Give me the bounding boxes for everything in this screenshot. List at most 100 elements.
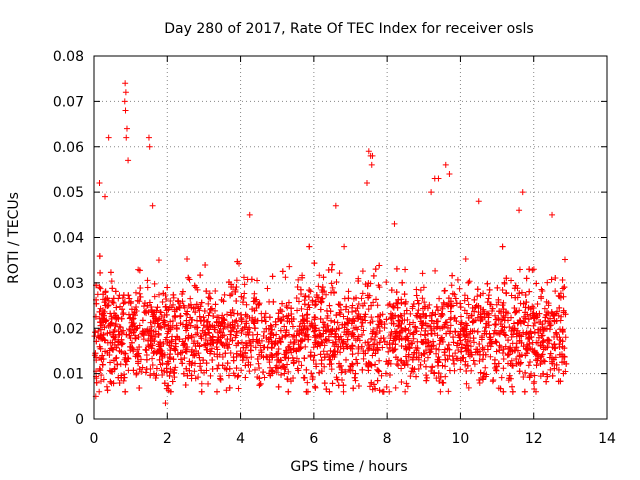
data-point	[438, 334, 445, 341]
data-point	[283, 327, 290, 334]
data-point	[393, 361, 400, 368]
data-point	[203, 288, 210, 295]
data-point	[493, 363, 500, 370]
data-point	[474, 328, 481, 335]
data-point	[125, 292, 132, 299]
data-point	[422, 363, 429, 370]
data-point	[312, 384, 319, 391]
data-point	[169, 378, 176, 385]
data-point	[171, 345, 178, 352]
data-point	[136, 366, 143, 373]
data-point	[389, 315, 396, 322]
data-point	[352, 370, 359, 377]
data-point	[284, 376, 291, 383]
data-point	[562, 334, 569, 341]
data-point	[344, 315, 351, 322]
data-point	[165, 382, 172, 389]
data-point	[261, 374, 268, 381]
data-point	[160, 319, 167, 326]
data-point	[107, 359, 114, 366]
data-point	[129, 344, 136, 351]
data-point	[506, 375, 513, 382]
data-point	[367, 361, 374, 368]
data-point	[143, 356, 150, 363]
data-point	[440, 299, 447, 306]
data-point	[252, 366, 259, 373]
data-point	[152, 333, 159, 340]
data-point	[289, 323, 296, 330]
data-point	[275, 346, 282, 353]
data-point	[108, 315, 115, 322]
data-point	[365, 342, 372, 349]
data-point	[126, 326, 133, 333]
data-point	[452, 328, 459, 335]
data-point	[164, 358, 171, 365]
data-point	[221, 342, 228, 349]
data-point	[472, 304, 479, 311]
data-point	[548, 276, 555, 283]
data-point	[516, 317, 523, 324]
data-point	[483, 331, 490, 338]
data-point	[315, 340, 322, 347]
data-point	[374, 302, 381, 309]
data-point	[145, 343, 152, 350]
data-point	[243, 320, 250, 327]
data-point	[526, 288, 533, 295]
data-point	[269, 326, 276, 333]
data-point	[376, 284, 383, 291]
data-point	[220, 316, 227, 323]
data-point	[428, 346, 435, 353]
data-point	[129, 321, 136, 328]
data-point	[182, 335, 189, 342]
data-point	[518, 339, 525, 346]
data-point	[207, 372, 214, 379]
data-point	[238, 293, 245, 300]
data-point	[499, 243, 506, 250]
data-point	[214, 337, 221, 344]
data-point	[264, 285, 271, 292]
data-point	[513, 308, 520, 315]
data-point	[144, 277, 151, 284]
data-point	[105, 322, 112, 329]
data-point	[307, 288, 314, 295]
data-point	[342, 368, 349, 375]
data-point	[510, 331, 517, 338]
data-point	[272, 321, 279, 328]
data-point	[297, 344, 304, 351]
data-point	[222, 350, 229, 357]
data-point	[305, 336, 312, 343]
data-point	[97, 345, 104, 352]
data-point	[157, 323, 164, 330]
data-point	[107, 378, 114, 385]
data-point	[287, 378, 294, 385]
data-point	[233, 365, 240, 372]
data-point	[217, 375, 224, 382]
data-point	[527, 306, 534, 313]
data-point	[217, 323, 224, 330]
data-point	[304, 379, 311, 386]
data-point	[214, 351, 221, 358]
data-point	[233, 297, 240, 304]
data-point	[317, 306, 324, 313]
data-point	[155, 332, 162, 339]
data-point	[538, 293, 545, 300]
data-point	[395, 323, 402, 330]
data-point	[390, 347, 397, 354]
data-point	[445, 341, 452, 348]
data-point	[436, 378, 443, 385]
data-point	[551, 344, 558, 351]
data-point	[329, 284, 336, 291]
data-point	[506, 372, 513, 379]
data-point	[470, 335, 477, 342]
data-point	[447, 322, 454, 329]
data-point	[240, 274, 247, 281]
data-point	[367, 319, 374, 326]
data-point	[167, 298, 174, 305]
data-point	[340, 345, 347, 352]
data-point	[530, 310, 537, 317]
data-point	[351, 374, 358, 381]
data-point	[343, 331, 350, 338]
data-point	[552, 274, 559, 281]
data-point	[435, 346, 442, 353]
data-point	[290, 375, 297, 382]
